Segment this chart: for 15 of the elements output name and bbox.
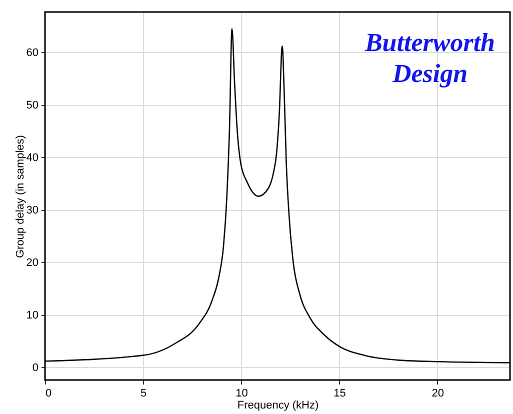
y-tick-label: 20: [26, 256, 38, 269]
x-tick-label: 20: [432, 388, 444, 400]
y-tick-label: 60: [26, 46, 38, 59]
y-axis-title: Group delay (in samples): [14, 135, 26, 258]
y-tick-label: 30: [26, 204, 38, 216]
y-tick-label: 40: [26, 152, 38, 164]
x-tick-label: 10: [236, 388, 248, 400]
y-tick-label: 10: [26, 309, 38, 322]
x-tick-label: 5: [140, 388, 147, 400]
x-axis-title: Frequency (kHz): [237, 400, 319, 412]
y-tick-label: 50: [26, 99, 38, 112]
x-tick-label: 0: [46, 388, 52, 400]
annotation: Butterworth Design: [364, 28, 496, 88]
x-tick-label: 15: [334, 388, 346, 400]
y-tick-label: 0: [32, 362, 38, 374]
